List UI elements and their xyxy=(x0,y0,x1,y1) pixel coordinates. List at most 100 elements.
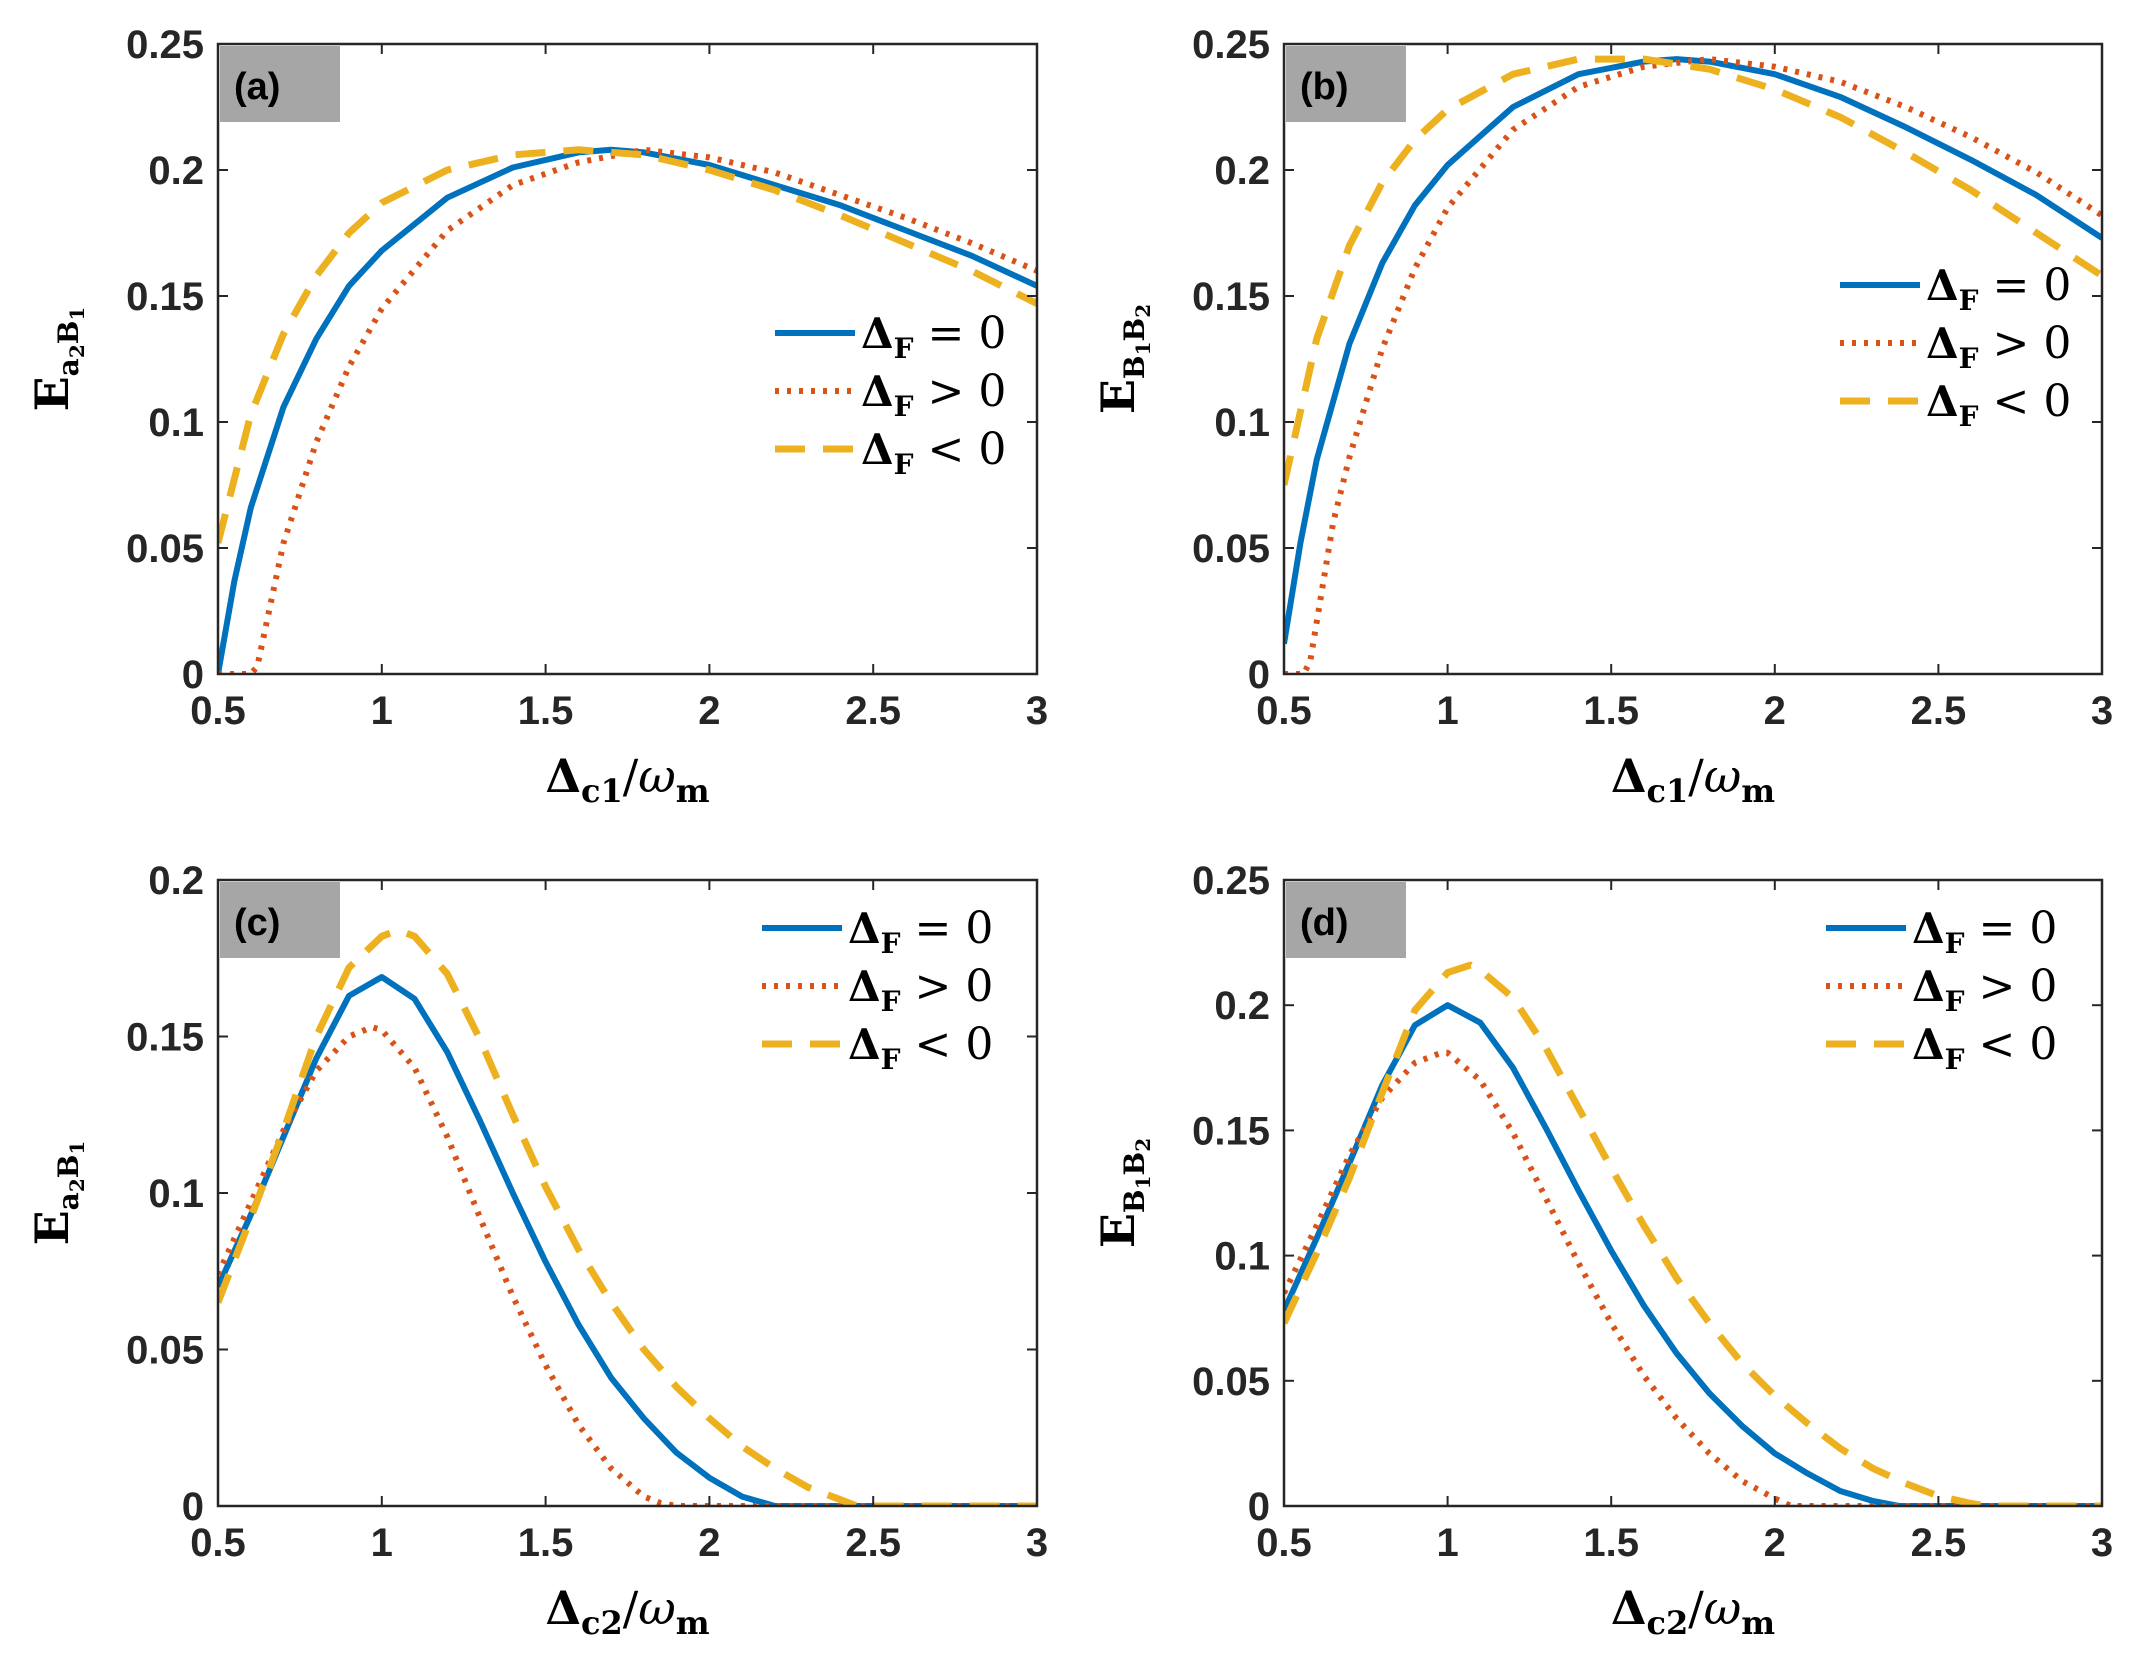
legend-entry: ΔF < 0 xyxy=(1912,1019,2057,1076)
legend-entry: ΔF < 0 xyxy=(1926,376,2071,433)
series-group xyxy=(1284,55,2102,674)
series-line-dotted xyxy=(218,1024,1037,1506)
y-tick-label: 0.15 xyxy=(126,1016,204,1060)
x-tick-label: 0.5 xyxy=(190,1521,246,1565)
x-tick-label: 0.5 xyxy=(1256,689,1312,733)
x-tick-label: 1 xyxy=(1436,1521,1458,1565)
panel-label: (a) xyxy=(220,46,340,122)
y-tick-label: 0 xyxy=(1248,1485,1270,1529)
y-axis-label: EB1B2 xyxy=(1091,304,1155,414)
panel-label: (c) xyxy=(220,882,340,958)
series-line-solid xyxy=(1284,56,2102,645)
panel-label-text: (b) xyxy=(1300,66,1349,108)
legend: ΔF = 0ΔF > 0ΔF < 0 xyxy=(1840,260,2071,433)
y-tick-label: 0 xyxy=(1248,653,1270,697)
y-tick-label: 0.05 xyxy=(126,527,204,571)
x-tick-label: 1.5 xyxy=(1583,689,1639,733)
series-group xyxy=(1284,961,2102,1506)
legend-entry: ΔF < 0 xyxy=(848,1019,993,1076)
x-tick-label: 3 xyxy=(2091,1521,2113,1565)
x-tick-label: 1.5 xyxy=(518,1521,574,1565)
legend-entry: ΔF = 0 xyxy=(861,308,1006,365)
panel-label-text: (c) xyxy=(234,902,280,944)
legend-entry: ΔF = 0 xyxy=(1926,260,2071,317)
x-tick-label: 1 xyxy=(1436,689,1458,733)
y-tick-label: 0.2 xyxy=(1214,984,1270,1028)
x-tick-label: 2.5 xyxy=(845,1521,901,1565)
x-tick-label: 3 xyxy=(2091,689,2113,733)
panel-a: (a) 0.5 1 1.5 2 2.5 3 0 0.05 0.1 0.15 0.2 0.25 Δc1/ωm… xyxy=(25,23,1048,810)
y-tick-label: 0.15 xyxy=(1192,1109,1270,1153)
series-group xyxy=(218,926,1037,1506)
y-tick-label: 0.2 xyxy=(148,149,204,193)
series-group xyxy=(218,146,1037,674)
series-line-dashed xyxy=(1284,55,2102,486)
legend-entry: ΔF > 0 xyxy=(861,366,1006,423)
y-tick-label: 0.1 xyxy=(1214,1235,1270,1279)
x-tick-label: 2 xyxy=(698,1521,720,1565)
x-tick-label: 3 xyxy=(1026,689,1048,733)
y-tick-label: 0 xyxy=(182,653,204,697)
x-tick-label: 0.5 xyxy=(1256,1521,1312,1565)
y-tick-label: 0.05 xyxy=(126,1329,204,1373)
x-axis-label: Δc2/ωm xyxy=(545,1581,709,1642)
legend-entry: ΔF > 0 xyxy=(1912,961,2057,1018)
series-line-dashed xyxy=(218,926,1037,1506)
y-axis-label: EB1B2 xyxy=(1091,1138,1155,1248)
x-axis-label: Δc1/ωm xyxy=(1611,749,1775,810)
y-tick-label: 0.25 xyxy=(1192,23,1270,67)
panel-b: (b) 0.5 1 1.5 2 2.5 3 0 0.05 0.1 0.15 0.2 0.25 Δc1/ωm… xyxy=(1091,23,2113,810)
y-tick-label: 0.15 xyxy=(126,275,204,319)
y-tick-label: 0.05 xyxy=(1192,527,1270,571)
series-line-dashed xyxy=(218,146,1037,544)
series-line-solid xyxy=(218,974,1037,1506)
x-tick-label: 1 xyxy=(371,689,393,733)
x-tick-label: 2 xyxy=(1764,689,1786,733)
legend: ΔF = 0ΔF > 0ΔF < 0 xyxy=(762,903,993,1076)
panel-label-box xyxy=(220,46,340,122)
y-tick-label: 0.2 xyxy=(1214,149,1270,193)
y-tick-label: 0 xyxy=(182,1485,204,1529)
panel-label-box xyxy=(1286,46,1406,122)
panel-c: (c) 0.5 1 1.5 2 2.5 3 0 0.05 0.1 0.15 0.2 Δc2/ωm Ea2B… xyxy=(25,859,1048,1642)
x-axis-label: Δc1/ωm xyxy=(545,749,709,810)
axes-frame xyxy=(216,42,1039,676)
plot-area xyxy=(218,44,1037,674)
series-line-solid xyxy=(218,146,1037,674)
panel-d: (d) 0.5 1 1.5 2 2.5 3 0 0.05 0.1 0.15 0.2 0.25 Δc2/ωm… xyxy=(1091,859,2113,1642)
x-tick-label: 1 xyxy=(371,1521,393,1565)
plot-area xyxy=(1284,44,2102,674)
y-tick-label: 0.1 xyxy=(148,401,204,445)
x-tick-label: 2 xyxy=(698,689,720,733)
panel-label: (b) xyxy=(1286,46,1406,122)
plot-area xyxy=(1284,880,2102,1506)
x-axis-label: Δc2/ωm xyxy=(1611,1581,1775,1642)
legend-entry: ΔF = 0 xyxy=(848,903,993,960)
x-tick-label: 1.5 xyxy=(518,689,574,733)
y-tick-label: 0.25 xyxy=(126,23,204,67)
y-axis-label: Ea2B1 xyxy=(25,307,89,412)
y-tick-label: 0.25 xyxy=(1192,859,1270,903)
legend: ΔF = 0ΔF > 0ΔF < 0 xyxy=(1826,903,2057,1076)
x-tick-label: 3 xyxy=(1026,1521,1048,1565)
legend-entry: ΔF > 0 xyxy=(848,961,993,1018)
panel-label-text: (a) xyxy=(234,66,280,108)
y-tick-label: 0.15 xyxy=(1192,275,1270,319)
x-tick-label: 0.5 xyxy=(190,689,246,733)
y-tick-label: 0.05 xyxy=(1192,1360,1270,1404)
axes-frame xyxy=(1282,878,2104,1508)
x-tick-label: 2.5 xyxy=(845,689,901,733)
y-tick-label: 0.1 xyxy=(1214,401,1270,445)
x-tick-label: 1.5 xyxy=(1583,1521,1639,1565)
legend-entry: ΔF > 0 xyxy=(1926,318,2071,375)
x-tick-label: 2 xyxy=(1764,1521,1786,1565)
series-line-solid xyxy=(1284,1002,2102,1506)
panel-label-box xyxy=(1286,882,1406,958)
x-tick-label: 2.5 xyxy=(1911,689,1967,733)
y-axis-label: Ea2B1 xyxy=(25,1141,89,1246)
axes-frame xyxy=(1282,42,2104,676)
legend-entry: ΔF < 0 xyxy=(861,424,1006,481)
panel-label-box xyxy=(220,882,340,958)
panel-label: (d) xyxy=(1286,882,1406,958)
